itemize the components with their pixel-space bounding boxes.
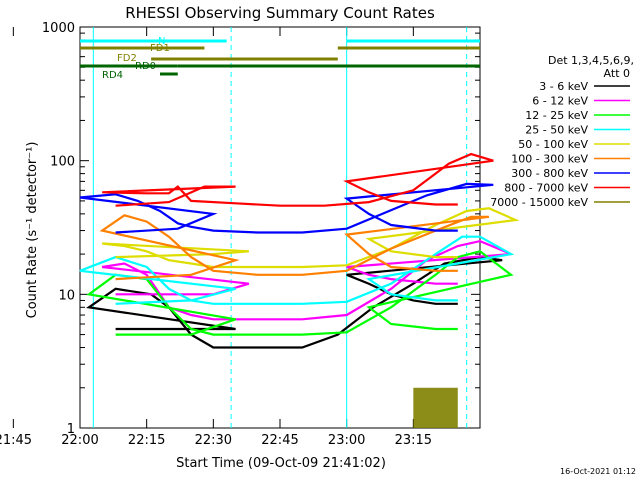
- legend-title: Det 1,3,4,5,6,9,: [548, 54, 634, 67]
- legend-entry-label: 7000 - 15000 keV: [490, 196, 588, 209]
- legend-entry-label: 12 - 25 keV: [525, 109, 588, 122]
- y-tick-label: 1000: [42, 21, 75, 36]
- legend-entry-label: 25 - 50 keV: [525, 124, 588, 137]
- series-line-4: [102, 207, 520, 269]
- flag-label-N: N: [158, 36, 165, 47]
- y-tick-label: 100: [50, 155, 75, 170]
- legend: Det 1,3,4,5,6,9, Att 0 3 - 6 keV 6 - 12 k…: [490, 54, 634, 209]
- series-line-0: [85, 255, 503, 349]
- legend-entry-label: 3 - 6 keV: [539, 80, 588, 93]
- plot-frame: [79, 26, 481, 429]
- series-line-7: [102, 152, 494, 207]
- legend-entry-label: 300 - 800 keV: [511, 167, 588, 180]
- flag-label-RD4: RD4: [102, 70, 123, 81]
- x-tick-label: 22:00: [61, 433, 98, 448]
- y-tick-label: 1: [67, 422, 75, 437]
- x-tick-label: 23:15: [395, 433, 432, 448]
- flag-label-RD0: RD0: [135, 61, 156, 72]
- flag-label-FD1: FD1: [150, 43, 170, 54]
- series-line-3: [79, 235, 515, 305]
- legend-entry-label: 6 - 12 keV: [532, 95, 588, 108]
- y-tick-label: 10: [58, 288, 75, 303]
- series-block-8: [413, 387, 458, 428]
- series-line-5: [99, 214, 490, 281]
- series-line-2: [86, 250, 514, 336]
- legend-entry-label: 100 - 300 keV: [511, 153, 588, 166]
- plot-area: 1 10 100 1000 21:45 22:00 22:15 22:30 22:45 23:00…: [0, 21, 520, 448]
- y-axis-label: Count Rate (s⁻¹ detector⁻¹): [25, 142, 40, 319]
- legend-title2: Att 0: [604, 67, 630, 80]
- legend-entry-label: 50 - 100 keV: [518, 138, 588, 151]
- x-tick-label: 22:30: [195, 433, 232, 448]
- x-tick-label: 22:15: [128, 433, 165, 448]
- x-tick-label: 22:45: [261, 433, 298, 448]
- series-line-1: [102, 239, 512, 321]
- x-axis-label: Start Time (09-Oct-09 21:41:02): [176, 456, 386, 471]
- footer-date: 16-Oct-2021 01:12: [560, 467, 636, 476]
- series-line-6: [79, 182, 494, 234]
- legend-entry-label: 800 - 7000 keV: [504, 182, 588, 195]
- x-tick-label: 21:45: [0, 433, 32, 448]
- chart-title: RHESSI Observing Summary Count Rates: [125, 4, 435, 22]
- flag-label-FD2: FD2: [117, 53, 137, 64]
- x-tick-label: 23:00: [328, 433, 365, 448]
